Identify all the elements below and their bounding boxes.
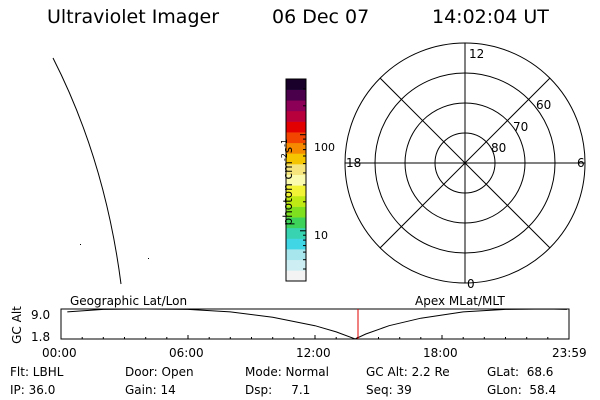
- status-seq: Seq: 39: [366, 383, 412, 397]
- colorbar-segment: [286, 121, 306, 133]
- colorbar-tick-label-100: 100: [314, 141, 335, 154]
- colorbar-segment: [286, 110, 306, 122]
- polar-label-12: 12: [469, 47, 485, 61]
- polar-label-6: 6: [577, 156, 585, 170]
- colorbar-segment: [286, 195, 306, 207]
- timeline-xtick-2359: 23:59: [552, 346, 587, 360]
- colorbar-segment: [286, 174, 306, 186]
- header-date: 06 Dec 07: [272, 6, 370, 28]
- colorbar-label: photon cm-2s-1: [269, 126, 295, 246]
- colorbar-segment: [286, 185, 306, 197]
- colorbar-segment: [286, 153, 306, 165]
- status-dsp: Dsp: 7.1: [245, 383, 311, 397]
- colorbar-label-exp1: -2: [280, 153, 289, 162]
- timeline-frame: [60, 308, 570, 340]
- polar-axis-diagonal: [379, 77, 551, 249]
- timeline-ticks: [60, 335, 570, 339]
- status-gain: Gain: 14: [125, 383, 176, 397]
- colorbar-segment: [286, 217, 306, 229]
- colorbar-ticks: [300, 88, 306, 282]
- status-gc-alt: GC Alt: 2.2 Re: [366, 365, 450, 379]
- timeline-xtick-0600: 06:00: [169, 346, 204, 360]
- instrument-title: Ultraviolet Imager: [47, 6, 220, 28]
- polar-label-70: 70: [513, 120, 529, 134]
- colorbar-segment: [286, 79, 306, 90]
- colorbar-segment: [286, 206, 306, 218]
- colorbar-segment: [286, 132, 306, 144]
- star-dot: [148, 258, 149, 259]
- timeline-ytick-9: 9.0: [31, 308, 51, 322]
- polar-plot: [344, 42, 586, 284]
- earth-limb-arc: [52, 57, 122, 285]
- timeline-ylabel: GC Alt: [10, 306, 24, 344]
- colorbar-label-s: s: [281, 146, 295, 154]
- colorbar-segment: [286, 100, 306, 112]
- timeline-left-label: Geographic Lat/Lon: [70, 294, 188, 308]
- polar-label-60: 60: [536, 98, 552, 112]
- colorbar-segment: [286, 89, 306, 101]
- timeline-right-label: Apex MLat/MLT: [415, 294, 505, 308]
- timeline-xtick-1800: 18:00: [423, 346, 458, 360]
- status-glon: GLon: 58.4: [487, 383, 557, 397]
- polar-label-80: 80: [491, 141, 507, 155]
- colorbar-segment: [286, 164, 306, 175]
- colorbar-label-exp2: -1: [280, 138, 289, 147]
- colorbar-segment: [286, 259, 306, 271]
- colorbar-frame: [285, 78, 307, 282]
- status-glat: GLat: 68.6: [487, 365, 554, 379]
- colorbar: [285, 78, 307, 282]
- colorbar-segment: [286, 227, 306, 239]
- timeline-ytick-1.8: 1.8: [31, 330, 51, 344]
- colorbar-segment: [286, 270, 306, 282]
- status-door: Door: Open: [125, 365, 194, 379]
- star-dot: [80, 244, 81, 245]
- colorbar-segment: [286, 249, 306, 261]
- header-time: 14:02:04 UT: [432, 6, 549, 28]
- status-ip: IP: 36.0: [10, 383, 56, 397]
- polar-label-0: 0: [467, 277, 475, 291]
- timeline-xtick-0000: 00:00: [42, 346, 77, 360]
- colorbar-segment: [286, 238, 306, 250]
- status-filter: Flt: LBHL: [10, 365, 64, 379]
- status-mode: Mode: Normal: [245, 365, 329, 379]
- colorbar-segment: [286, 142, 306, 154]
- timeline-xtick-1200: 12:00: [296, 346, 331, 360]
- altitude-series-line: [67, 308, 567, 340]
- colorbar-label-main: photon cm: [281, 161, 295, 226]
- colorbar-tick-label-10: 10: [314, 229, 328, 242]
- polar-label-18: 18: [346, 156, 362, 170]
